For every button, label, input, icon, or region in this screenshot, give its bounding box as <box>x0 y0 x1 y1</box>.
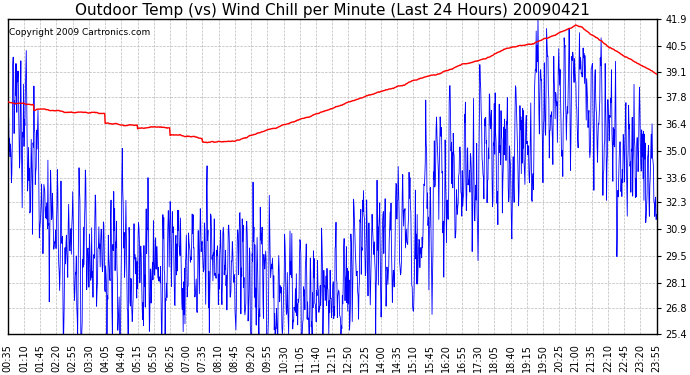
Title: Outdoor Temp (vs) Wind Chill per Minute (Last 24 Hours) 20090421: Outdoor Temp (vs) Wind Chill per Minute … <box>75 3 590 18</box>
Text: Copyright 2009 Cartronics.com: Copyright 2009 Cartronics.com <box>9 28 150 38</box>
